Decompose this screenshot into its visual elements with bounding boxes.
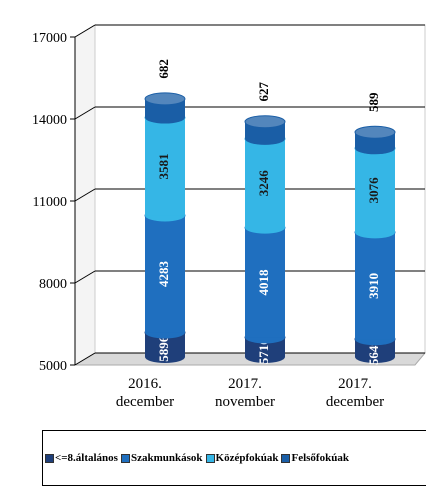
bar (145, 215, 185, 333)
legend-label: Középfokúak (215, 452, 279, 464)
value-label: 627 (256, 81, 271, 101)
legend: <=8.általános Szakmunkások Középfokúak Fels… (42, 430, 426, 486)
value-label: 589 (366, 92, 381, 112)
legend-swatch (120, 453, 130, 463)
bar (145, 117, 185, 216)
value-label: 3910 (366, 273, 381, 299)
y-tick-label: 14000 (32, 113, 67, 128)
grid-line (74, 106, 96, 120)
legend-item: Középfokúak (205, 452, 279, 464)
grid-line (74, 24, 96, 38)
cylinder-cap (354, 125, 396, 139)
bar (355, 148, 395, 233)
chart: 5000 8000 11000 14000 17000 5896 4283 3581 682 57… (32, 24, 426, 374)
x-tick-label: 2016. december (115, 376, 175, 410)
legend-label: Szakmunkások (130, 452, 203, 464)
y-tick-label: 17000 (32, 31, 67, 46)
value-label: 3076 (366, 177, 381, 204)
grid-line (74, 352, 96, 366)
value-label: 3581 (156, 154, 171, 180)
x-tick-label: 2017. november (215, 376, 275, 410)
bar (355, 232, 395, 340)
legend-label: <=8.általános (55, 452, 118, 464)
bar (245, 227, 285, 338)
grid-line (74, 188, 96, 202)
value-label: 5716 (256, 338, 271, 365)
value-label: 5649 (366, 339, 381, 366)
y-tick-label: 11000 (33, 195, 67, 210)
value-label: 682 (156, 59, 171, 79)
value-label: 4018 (256, 269, 271, 296)
cylinder-cap (144, 92, 186, 106)
value-label: 3246 (256, 170, 271, 197)
legend-row: <=8.általános Szakmunkások Középfokúak Fels… (45, 452, 352, 464)
legend-label: Felsőfokúak (291, 452, 349, 464)
legend-swatch (205, 453, 215, 463)
legend-swatch (45, 453, 54, 463)
bar (245, 138, 285, 228)
grid-line (74, 270, 96, 284)
y-tick-label: 5000 (39, 359, 67, 374)
y-tick-label: 8000 (39, 277, 67, 292)
legend-swatch (281, 453, 291, 463)
legend-item: <=8.általános (45, 452, 118, 464)
cylinder-cap (244, 115, 286, 129)
value-label: 5896 (156, 335, 171, 362)
x-tick-label: 2017. december (325, 376, 385, 410)
legend-item: Szakmunkások (120, 452, 203, 464)
legend-item: Felsőfokúak (281, 452, 349, 464)
value-label: 4283 (156, 260, 171, 287)
